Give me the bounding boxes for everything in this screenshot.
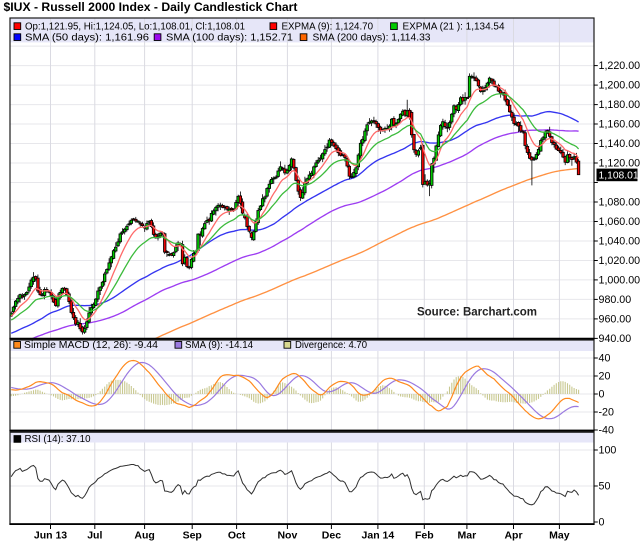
svg-text:Jan 14: Jan 14 — [362, 529, 395, 541]
svg-text:1,040.00: 1,040.00 — [599, 236, 640, 248]
svg-text:Sep: Sep — [183, 529, 202, 541]
svg-text:1,108.01: 1,108.01 — [599, 171, 639, 182]
svg-text:SMA (200 days): 1,114.33: SMA (200 days): 1,114.33 — [313, 32, 431, 43]
svg-text:$IUX - Russell 2000 Index - Da: $IUX - Russell 2000 Index - Daily Candle… — [4, 0, 298, 14]
svg-text:Dec: Dec — [322, 529, 341, 541]
svg-text:960.00: 960.00 — [599, 314, 632, 326]
svg-text:1,200.00: 1,200.00 — [599, 80, 640, 92]
svg-text:Nov: Nov — [277, 529, 297, 541]
svg-text:SMA (50 days): 1,161.96: SMA (50 days): 1,161.96 — [25, 32, 149, 43]
svg-text:-40: -40 — [599, 425, 615, 437]
svg-text:-20: -20 — [599, 407, 615, 419]
svg-text:0: 0 — [599, 517, 605, 529]
svg-text:100: 100 — [599, 445, 617, 457]
svg-text:1,180.00: 1,180.00 — [599, 99, 640, 111]
svg-text:1,120.00: 1,120.00 — [599, 158, 640, 170]
svg-text:Oct: Oct — [228, 529, 246, 541]
svg-text:SMA (9): -14.14: SMA (9): -14.14 — [185, 340, 253, 351]
svg-text:EXPMA (9): 1,124.70: EXPMA (9): 1,124.70 — [282, 21, 374, 32]
svg-text:1,160.00: 1,160.00 — [599, 119, 640, 131]
svg-text:Jul: Jul — [87, 529, 102, 541]
svg-text:Divergence: 4.70: Divergence: 4.70 — [295, 340, 367, 351]
svg-text:Aug: Aug — [134, 529, 154, 541]
svg-text:1,060.00: 1,060.00 — [599, 216, 640, 228]
svg-text:1,080.00: 1,080.00 — [599, 197, 640, 209]
svg-text:Feb: Feb — [415, 529, 434, 541]
svg-text:1,000.00: 1,000.00 — [599, 275, 640, 287]
svg-text:EXPMA (21 ): 1,134.54: EXPMA (21 ): 1,134.54 — [403, 21, 505, 32]
svg-text:1,020.00: 1,020.00 — [599, 255, 640, 267]
svg-text:1,140.00: 1,140.00 — [599, 138, 640, 150]
svg-text:SMA (100 days): 1,152.71: SMA (100 days): 1,152.71 — [166, 32, 293, 43]
svg-text:Source: Barchart.com: Source: Barchart.com — [417, 305, 537, 319]
svg-text:Mar: Mar — [458, 529, 477, 541]
svg-text:50: 50 — [599, 481, 611, 493]
svg-text:980.00: 980.00 — [599, 294, 632, 306]
svg-text:Apr: Apr — [504, 529, 522, 541]
svg-text:40: 40 — [599, 353, 611, 365]
svg-text:1,220.00: 1,220.00 — [599, 60, 640, 72]
svg-text:RSI (14): 37.10: RSI (14): 37.10 — [25, 434, 91, 445]
svg-text:Jun 13: Jun 13 — [34, 529, 67, 541]
svg-text:Op:1,121.95, Hi:1,124.05, Lo:1: Op:1,121.95, Hi:1,124.05, Lo:1,108.01, C… — [25, 21, 245, 32]
svg-text:20: 20 — [599, 371, 611, 383]
svg-text:Simple MACD (12, 26): -9.44: Simple MACD (12, 26): -9.44 — [24, 340, 158, 351]
svg-text:May: May — [549, 529, 570, 541]
svg-text:0: 0 — [599, 389, 605, 401]
svg-text:940.00: 940.00 — [599, 333, 632, 345]
